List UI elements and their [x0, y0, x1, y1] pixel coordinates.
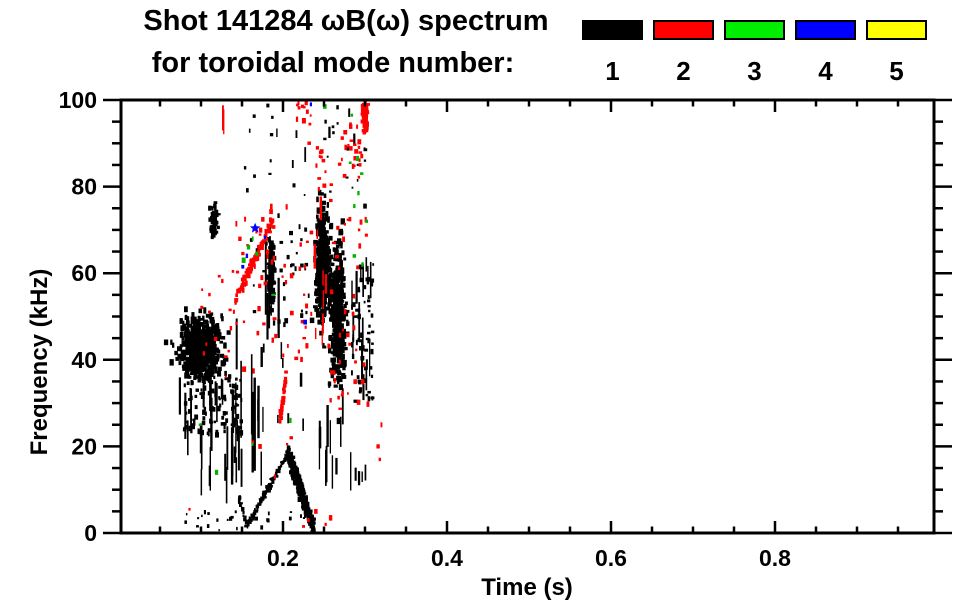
y-tick-label: 80 [71, 174, 97, 200]
x-axis-ticks [158, 100, 900, 533]
legend-label-mode-2: 2 [676, 56, 691, 86]
legend-label-mode-4: 4 [818, 56, 833, 86]
mode-2-points [188, 98, 383, 528]
tick-labels: 0 20 40 60 80 100 0.2 0.4 0.6 0.8 [59, 87, 792, 571]
y-tick-label: 60 [71, 260, 97, 286]
legend-swatch-mode-3 [724, 20, 785, 40]
legend-swatch-mode-4 [795, 20, 856, 40]
y-axis-title: Frequency (kHz) [26, 268, 53, 456]
y-tick-label: 0 [84, 520, 97, 546]
legend-item-mode-1: 1 [582, 20, 643, 86]
x-tick-label: 0.2 [267, 545, 299, 571]
chart-title-line1: Shot 141284 ωB(ω) spectrum [143, 5, 549, 37]
star-marker [249, 222, 261, 233]
legend-item-mode-3: 3 [724, 20, 785, 86]
legend-item-mode-4: 4 [795, 20, 856, 86]
legend-label-mode-5: 5 [889, 56, 904, 86]
legend-swatch-mode-5 [866, 20, 927, 40]
y-tick-label: 40 [71, 347, 97, 373]
y-axis-ticks [103, 98, 952, 535]
mode-legend: 1 2 3 4 5 [582, 20, 927, 86]
mode-1-points [163, 103, 375, 535]
axes [119, 98, 936, 535]
x-axis-title: Time (s) [481, 574, 573, 601]
y-tick-label: 100 [59, 87, 97, 113]
legend-item-mode-5: 5 [866, 20, 927, 86]
mode-3-points [198, 104, 368, 475]
x-tick-label: 0.8 [759, 545, 791, 571]
y-tick-label: 20 [71, 433, 97, 459]
x-tick-label: 0.4 [431, 545, 463, 571]
legend-item-mode-2: 2 [653, 20, 714, 86]
legend-label-mode-3: 3 [747, 56, 762, 86]
mode-4-points [241, 102, 312, 325]
x-tick-label: 0.6 [595, 545, 627, 571]
plot-frame [119, 98, 936, 535]
legend-label-mode-1: 1 [605, 56, 620, 86]
legend-swatch-mode-1 [582, 20, 643, 40]
legend-swatch-mode-2 [653, 20, 714, 40]
chart-title-line2: for toroidal mode number: [151, 47, 515, 79]
